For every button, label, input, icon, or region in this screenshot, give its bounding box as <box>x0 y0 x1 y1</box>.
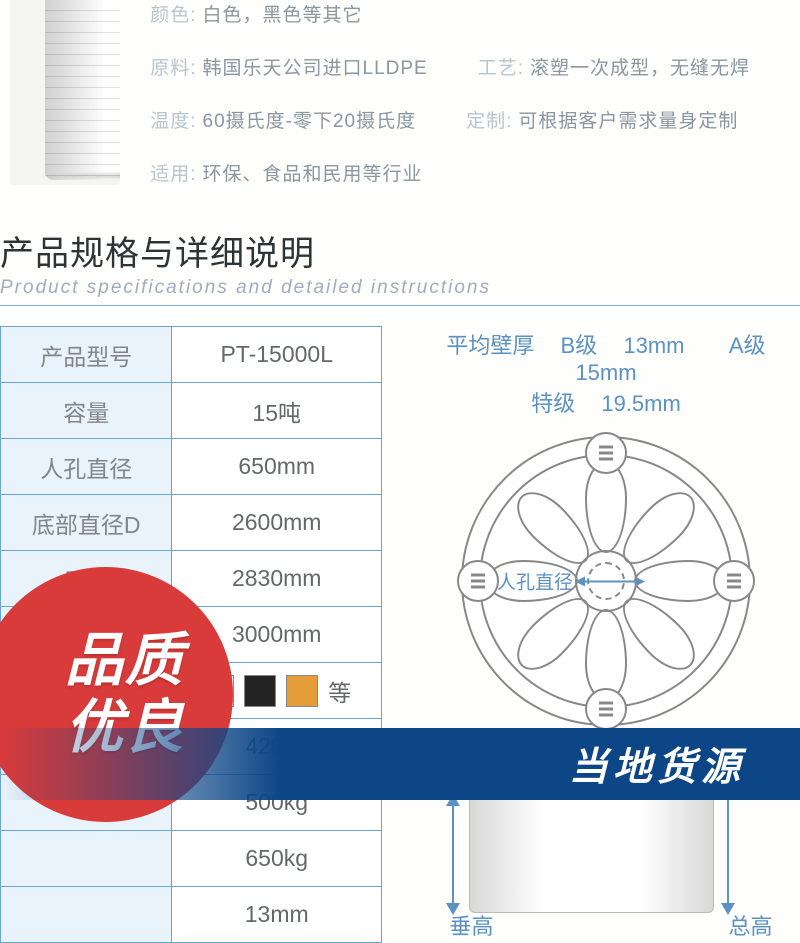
title-cn: 产品规格与详细说明 <box>0 226 800 275</box>
table-row: 容量15吨 <box>1 383 382 439</box>
table-row: 底部直径D2600mm <box>1 495 382 551</box>
table-row: 产品型号PT-15000L <box>1 327 382 383</box>
table-row: 人孔直径650mm <box>1 439 382 495</box>
product-image <box>10 0 120 185</box>
spec-value: 白色，黑色等其它 <box>203 0 363 27</box>
wall-thickness-text: 平均壁厚 B级 13mm A级 15mm 特级 19.5mm <box>412 328 800 418</box>
diagram-panel: 平均壁厚 B级 13mm A级 15mm 特级 19.5mm 人孔直径 <box>382 326 800 943</box>
spec-grid: 颜色: 白色，黑色等其它 原料:韩国乐天公司进口LLDPE 工艺:滚塑一次成型，… <box>150 0 800 212</box>
table-row: 13mm <box>1 887 382 943</box>
bottom-bar: 当地货源 <box>0 728 800 800</box>
table-row: 650kg <box>1 831 382 887</box>
section-title: 产品规格与详细说明 Product specifications and det… <box>0 226 800 314</box>
bottom-bar-text: 当地货源 <box>569 736 745 792</box>
top-view-diagram: 人孔直径 <box>461 436 751 726</box>
spec-label: 颜色: <box>150 0 196 27</box>
title-en: Product specifications and detailed inst… <box>0 277 800 299</box>
